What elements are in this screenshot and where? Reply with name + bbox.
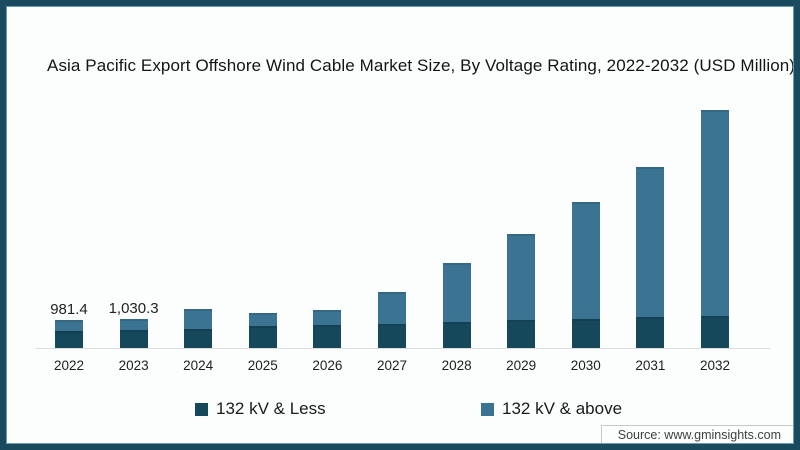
bar-segment-132kv-above-2026 bbox=[313, 310, 342, 325]
data-label-2022: 981.4 bbox=[50, 301, 88, 318]
x-tick-2027: 2027 bbox=[376, 358, 408, 373]
bar-2032 bbox=[701, 110, 729, 348]
legend-item-132kv-above: 132 kV & above bbox=[481, 399, 622, 419]
bar-2025 bbox=[248, 313, 277, 348]
bar-segment-132kv-less-2023 bbox=[119, 330, 148, 348]
x-tick-2022: 2022 bbox=[53, 358, 85, 373]
x-tick-2029: 2029 bbox=[506, 358, 537, 373]
bar-2030 bbox=[571, 202, 600, 348]
bar-segment-132kv-above-2023 bbox=[119, 319, 148, 330]
chart-title: Asia Pacific Export Offshore Wind Cable … bbox=[47, 56, 796, 75]
bar-segment-132kv-less-2028 bbox=[442, 322, 471, 348]
bar-segment-132kv-less-2029 bbox=[507, 320, 536, 348]
x-tick-2023: 2023 bbox=[118, 358, 149, 373]
bar-segment-132kv-less-2022 bbox=[55, 331, 83, 348]
legend-swatch-132kv-above bbox=[481, 402, 494, 416]
legend-label-132kv-less: 132 kV & Less bbox=[216, 399, 326, 418]
source-box: Source: www.gminsights.com bbox=[601, 425, 793, 443]
bar-segment-132kv-less-2032 bbox=[701, 316, 729, 348]
legend-item-132kv-less: 132 kV & Less bbox=[195, 399, 326, 419]
bar-segment-132kv-less-2025 bbox=[248, 326, 277, 348]
x-tick-2031: 2031 bbox=[635, 358, 666, 373]
data-label-2023: 1,030.3 bbox=[108, 300, 159, 317]
bar-segment-132kv-less-2024 bbox=[184, 329, 213, 348]
x-tick-2032: 2032 bbox=[699, 358, 731, 373]
x-tick-2028: 2028 bbox=[441, 358, 472, 373]
bar-2026 bbox=[313, 310, 342, 348]
bar-segment-132kv-above-2031 bbox=[636, 167, 665, 317]
bar-segment-132kv-above-2027 bbox=[378, 292, 406, 324]
legend-swatch-132kv-less bbox=[195, 402, 208, 416]
x-tick-2030: 2030 bbox=[570, 358, 601, 373]
source-text: Source: www.gminsights.com bbox=[617, 427, 781, 442]
bar-segment-132kv-above-2030 bbox=[571, 202, 600, 319]
legend-label-132kv-above: 132 kV & above bbox=[502, 399, 623, 418]
bar-2029 bbox=[507, 234, 536, 348]
bar-segment-132kv-less-2027 bbox=[378, 324, 406, 348]
bar-segment-132kv-less-2026 bbox=[313, 325, 342, 348]
x-axis-line bbox=[36, 348, 770, 349]
x-tick-2026: 2026 bbox=[312, 358, 343, 373]
bar-segment-132kv-above-2032 bbox=[701, 110, 729, 316]
bar-2027 bbox=[378, 292, 406, 348]
bar-2024 bbox=[184, 309, 213, 348]
x-tick-2024: 2024 bbox=[183, 358, 214, 373]
bar-segment-132kv-less-2030 bbox=[571, 319, 600, 348]
bar-segment-132kv-above-2022 bbox=[55, 320, 83, 331]
x-tick-2025: 2025 bbox=[247, 358, 278, 373]
bar-segment-132kv-above-2029 bbox=[507, 234, 536, 320]
bar-2023 bbox=[119, 319, 148, 348]
bar-segment-132kv-above-2028 bbox=[442, 263, 471, 322]
bar-2022 bbox=[55, 320, 83, 348]
bar-segment-132kv-above-2024 bbox=[184, 309, 213, 329]
bar-2031 bbox=[636, 167, 665, 348]
bar-segment-132kv-less-2031 bbox=[636, 317, 665, 348]
bar-segment-132kv-above-2025 bbox=[248, 313, 277, 326]
bar-2028 bbox=[442, 263, 471, 348]
